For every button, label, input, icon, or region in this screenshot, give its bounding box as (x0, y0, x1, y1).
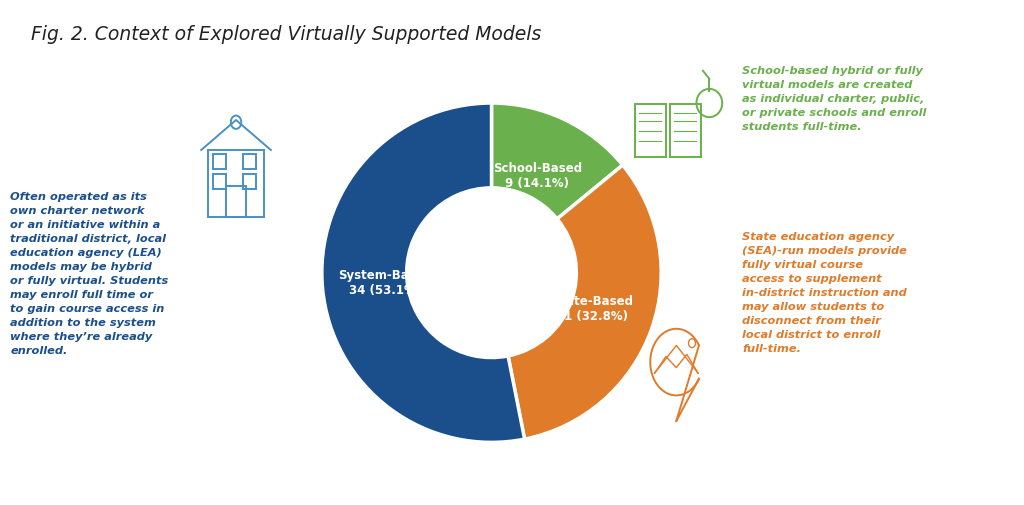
Bar (213, 174, 226, 189)
Text: State-Based
21 (32.8%): State-Based 21 (32.8%) (552, 295, 633, 323)
Bar (243, 174, 256, 189)
Text: State education agency
(SEA)-run models provide
fully virtual course
access to s: State education agency (SEA)-run models … (742, 232, 907, 355)
Bar (243, 155, 256, 169)
Bar (208, 150, 264, 217)
Wedge shape (492, 103, 623, 219)
Text: Often operated as its
own charter network
or an initiative within a
traditional : Often operated as its own charter networ… (10, 192, 169, 356)
Bar (635, 104, 666, 157)
Wedge shape (322, 103, 524, 442)
Bar (670, 104, 701, 157)
Text: School-Based
9 (14.1%): School-Based 9 (14.1%) (493, 162, 582, 190)
Text: School-based hybrid or fully
virtual models are created
as individual charter, p: School-based hybrid or fully virtual mod… (742, 66, 927, 132)
Bar (213, 155, 226, 169)
Wedge shape (508, 165, 662, 439)
Text: Fig. 2. Context of Explored Virtually Supported Models: Fig. 2. Context of Explored Virtually Su… (31, 25, 541, 44)
Bar (225, 185, 247, 217)
Text: System-Based
34 (53.1%): System-Based 34 (53.1%) (338, 269, 432, 297)
